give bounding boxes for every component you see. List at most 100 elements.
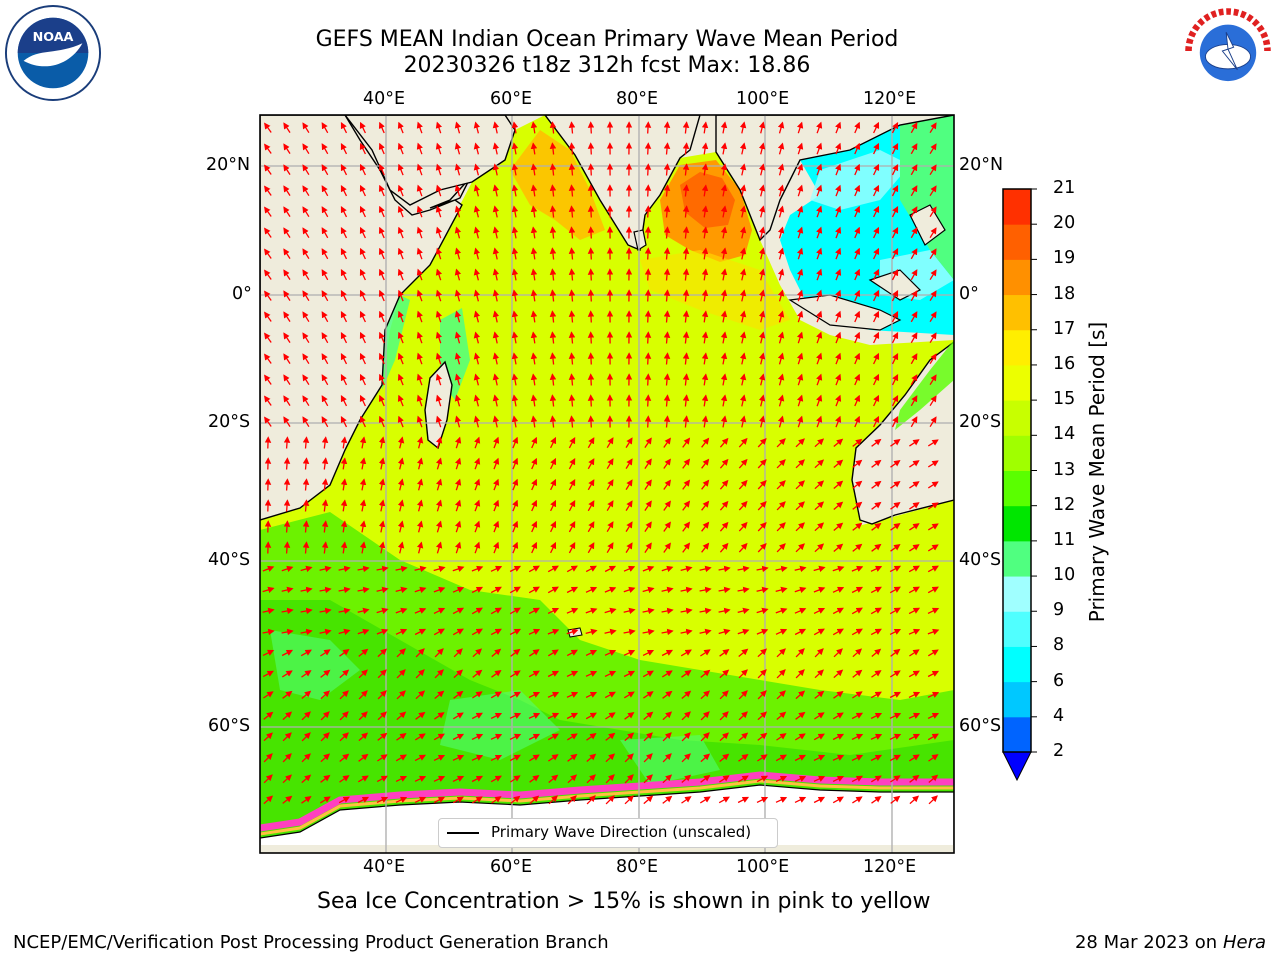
wave-direction-arrow [586,774,596,784]
wave-direction-arrow [891,352,899,365]
wave-direction-arrow [474,541,481,554]
wave-direction-arrow [531,541,538,554]
wave-direction-arrow [682,184,690,197]
wave-direction-arrow [796,289,804,302]
wave-direction-arrow [283,290,291,301]
wave-direction-arrow [889,586,901,594]
wave-direction-arrow [453,648,463,658]
wave-direction-arrow [871,670,882,678]
noaa-logo: NOAA [4,4,102,102]
wave-direction-arrow [550,520,557,533]
wave-direction-arrow [416,415,423,428]
wave-direction-arrow [643,732,653,742]
wave-direction-arrow [359,205,366,218]
wave-direction-arrow [929,416,937,428]
wave-direction-arrow [416,541,424,554]
wave-direction-arrow [604,649,617,656]
colorbar-segment [1003,294,1031,331]
wave-direction-arrow [816,331,823,344]
wave-direction-arrow [871,459,882,468]
wave-direction-arrow [301,774,312,784]
wave-direction-arrow [758,331,766,344]
wave-direction-arrow [796,310,804,323]
credit-text: NCEP/EMC/Verification Post Processing Pr… [13,932,609,953]
wave-direction-arrow [454,331,462,344]
wave-direction-arrow [813,628,825,636]
wave-direction-arrow [358,753,369,762]
wave-direction-arrow [870,691,882,699]
wave-direction-arrow [264,311,272,322]
wave-direction-arrow [757,543,767,553]
arabian-sea-core [510,130,605,240]
wave-direction-arrow [435,331,443,344]
wave-direction-arrow [264,353,272,364]
wave-direction-arrow [511,184,519,197]
wave-direction-arrow [816,394,823,407]
machine-name: Hera [1222,932,1266,953]
wave-direction-arrow [720,142,728,155]
wave-direction-arrow [529,775,540,783]
wave-direction-arrow [566,586,579,594]
wave-direction-arrow [624,732,635,742]
wave-direction-arrow [644,352,652,365]
wave-direction-arrow [397,163,404,176]
wave-direction-arrow [929,311,937,323]
wave-direction-arrow [816,268,823,281]
wave-direction-arrow [490,607,502,615]
wave-direction-arrow [320,753,331,763]
wave-direction-arrow [873,394,880,407]
wave-direction-arrow [530,205,538,218]
wave-direction-arrow [359,121,366,134]
wave-direction-arrow [397,394,404,407]
wave-direction-arrow [302,290,310,302]
wave-direction-arrow [396,711,407,721]
wave-direction-arrow [339,732,349,742]
legend-line-swatch [447,832,479,834]
wave-direction-arrow [587,542,595,554]
wave-direction-arrow [415,690,426,700]
wave-direction-arrow [474,520,481,533]
colorbar-segment [1003,189,1031,225]
wave-direction-arrow [719,753,730,763]
wave-direction-arrow [682,415,690,428]
wave-direction-arrow [663,542,671,553]
wave-direction-arrow [512,520,519,533]
colorbar [1002,188,1037,782]
wave-direction-arrow [359,142,366,155]
wave-direction-arrow [283,436,291,449]
wave-direction-arrow [625,437,633,448]
wave-direction-arrow [873,163,880,176]
wave-direction-arrow [454,436,462,449]
wave-direction-arrow [757,522,767,532]
wave-direction-arrow [889,565,902,573]
wave-direction-arrow [376,565,389,573]
colorbar-tick-label: 16 [1053,353,1076,374]
wave-direction-arrow [568,247,576,260]
wave-direction-arrow [416,394,423,407]
wave-direction-arrow [927,607,940,614]
wave-direction-arrow [719,542,729,553]
wave-direction-arrow [530,415,538,428]
wave-direction-arrow [835,163,842,176]
wave-direction-arrow [397,247,404,260]
chart-title: GEFS MEAN Indian Ocean Primary Wave Mean… [315,27,899,52]
wave-direction-arrow [321,520,329,533]
wave-direction-arrow [454,352,462,365]
wave-direction-arrow [701,142,709,155]
wave-direction-arrow [873,331,880,344]
wave-direction-arrow [395,607,408,614]
wave-direction-arrow [397,415,404,428]
wave-direction-arrow [509,754,521,762]
wave-direction-arrow [663,521,671,532]
wave-direction-arrow [359,163,366,176]
wave-direction-arrow [416,289,423,302]
wave-direction-arrow [680,628,693,636]
wave-direction-arrow [416,163,423,176]
wave-direction-arrow [264,416,272,427]
wave-direction-arrow [662,711,673,721]
wave-direction-arrow [870,586,882,594]
wave-direction-arrow [416,310,423,323]
wave-direction-arrow [549,142,557,155]
wave-direction-arrow [871,648,882,657]
wave-direction-arrow [604,586,617,593]
